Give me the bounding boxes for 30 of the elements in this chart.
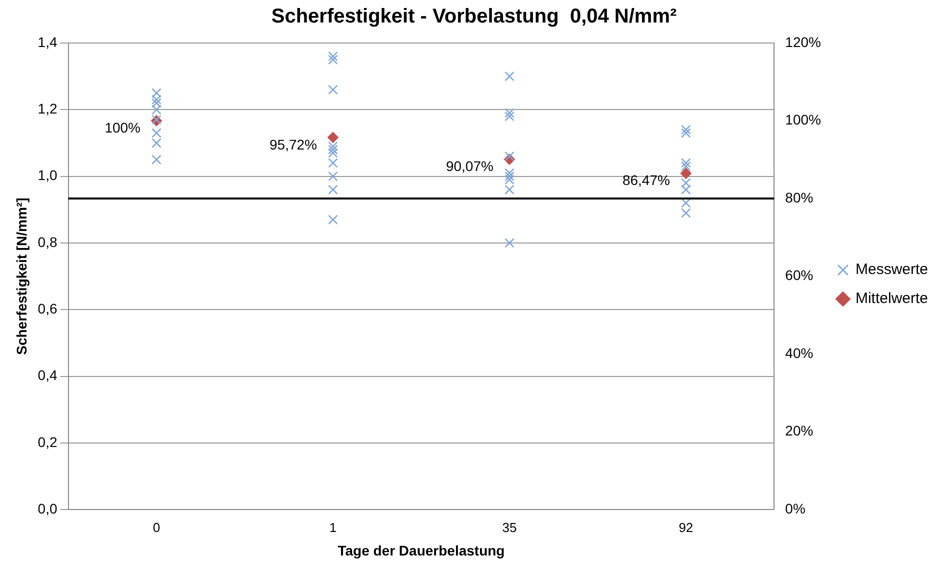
y2-tick-label: 120% bbox=[785, 34, 821, 50]
y2-tick-label: 0% bbox=[785, 500, 806, 516]
y-tick-label: 0,4 bbox=[38, 367, 58, 384]
x-tick-label: 1 bbox=[329, 520, 337, 535]
y-tick-label: 0,6 bbox=[38, 300, 58, 316]
y-tick-label: 1,2 bbox=[38, 100, 58, 117]
x-axis-title: Tage der Dauerbelastung bbox=[338, 542, 505, 558]
chart-title: Scherfestigkeit - Vorbelastung 0,04 N/mm² bbox=[271, 6, 677, 28]
y2-tick-label: 60% bbox=[785, 267, 814, 284]
x-tick-label: 92 bbox=[678, 520, 694, 535]
x-tick-label: 35 bbox=[502, 520, 517, 535]
y-tick-label: 1,0 bbox=[38, 167, 58, 184]
y2-tick-label: 20% bbox=[785, 422, 814, 439]
y2-tick-label: 100% bbox=[785, 112, 821, 128]
y2-tick-label: 80% bbox=[785, 189, 814, 206]
y2-tick-label: 40% bbox=[785, 344, 814, 361]
x-tick-label: 0 bbox=[152, 520, 160, 535]
data-label: 86,47% bbox=[622, 172, 670, 188]
point bbox=[327, 132, 338, 143]
data-label: 95,72% bbox=[269, 136, 317, 152]
legend-label: Messwerte bbox=[855, 261, 928, 278]
y-axis-title: Scherfestigkeit [N/mm²] bbox=[13, 198, 30, 355]
point bbox=[680, 168, 692, 179]
data-label: 90,07% bbox=[446, 158, 494, 174]
data-label: 100% bbox=[104, 120, 140, 136]
y-tick-label: 0,0 bbox=[38, 500, 58, 516]
y-tick-label: 1,4 bbox=[38, 34, 58, 50]
y-tick-label: 0,2 bbox=[38, 434, 58, 450]
legend-label: Mittelwerte bbox=[855, 290, 928, 308]
y-tick-label: 0,8 bbox=[38, 234, 58, 250]
